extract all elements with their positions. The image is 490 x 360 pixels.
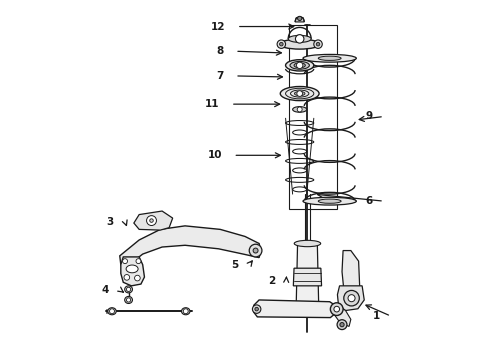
Text: 12: 12 (211, 22, 225, 32)
Circle shape (122, 259, 127, 264)
Ellipse shape (279, 39, 320, 49)
Ellipse shape (294, 91, 305, 96)
Ellipse shape (303, 54, 356, 62)
Circle shape (183, 309, 188, 314)
Text: 6: 6 (366, 196, 373, 206)
Circle shape (126, 298, 131, 302)
Circle shape (334, 306, 340, 312)
Circle shape (297, 91, 302, 96)
Text: 8: 8 (217, 46, 224, 56)
Polygon shape (254, 300, 337, 318)
Circle shape (252, 305, 261, 313)
Circle shape (337, 320, 347, 330)
Circle shape (110, 309, 115, 314)
Ellipse shape (294, 240, 320, 247)
Polygon shape (334, 305, 351, 327)
Circle shape (344, 291, 359, 306)
Circle shape (150, 219, 153, 222)
Ellipse shape (288, 35, 311, 42)
Ellipse shape (286, 60, 314, 71)
Circle shape (295, 35, 304, 43)
Text: 3: 3 (106, 217, 114, 227)
Text: 11: 11 (205, 99, 220, 109)
Circle shape (255, 307, 258, 311)
Text: 9: 9 (366, 112, 373, 121)
Circle shape (136, 259, 141, 264)
Polygon shape (338, 286, 364, 311)
Ellipse shape (290, 62, 309, 69)
Ellipse shape (124, 296, 132, 303)
Polygon shape (134, 211, 172, 230)
Ellipse shape (294, 63, 305, 68)
Polygon shape (342, 251, 360, 293)
Ellipse shape (124, 286, 132, 293)
Ellipse shape (293, 107, 307, 112)
Text: 2: 2 (268, 275, 275, 285)
Circle shape (296, 62, 303, 68)
Circle shape (126, 287, 131, 292)
Circle shape (330, 303, 343, 315)
Circle shape (314, 40, 322, 48)
Circle shape (249, 244, 262, 257)
Ellipse shape (108, 308, 116, 315)
Circle shape (348, 294, 355, 302)
Circle shape (316, 42, 320, 46)
Ellipse shape (280, 86, 319, 100)
Circle shape (124, 275, 130, 280)
Ellipse shape (126, 265, 138, 273)
Polygon shape (294, 268, 321, 286)
Circle shape (147, 216, 156, 225)
Ellipse shape (181, 308, 190, 315)
Circle shape (135, 275, 140, 281)
Text: 5: 5 (231, 260, 238, 270)
Polygon shape (295, 18, 304, 22)
Polygon shape (121, 257, 145, 286)
Polygon shape (296, 243, 318, 307)
Circle shape (340, 323, 344, 327)
Circle shape (253, 248, 258, 253)
Ellipse shape (318, 56, 341, 60)
Ellipse shape (303, 197, 356, 205)
Text: 4: 4 (102, 285, 109, 295)
Bar (289, 25, 338, 209)
Text: 1: 1 (372, 311, 380, 321)
Circle shape (297, 16, 302, 21)
Text: 10: 10 (208, 150, 222, 160)
Ellipse shape (318, 199, 341, 203)
Text: 7: 7 (217, 71, 224, 81)
Circle shape (280, 42, 283, 46)
Polygon shape (120, 226, 261, 266)
Circle shape (297, 107, 302, 112)
Circle shape (277, 40, 286, 48)
